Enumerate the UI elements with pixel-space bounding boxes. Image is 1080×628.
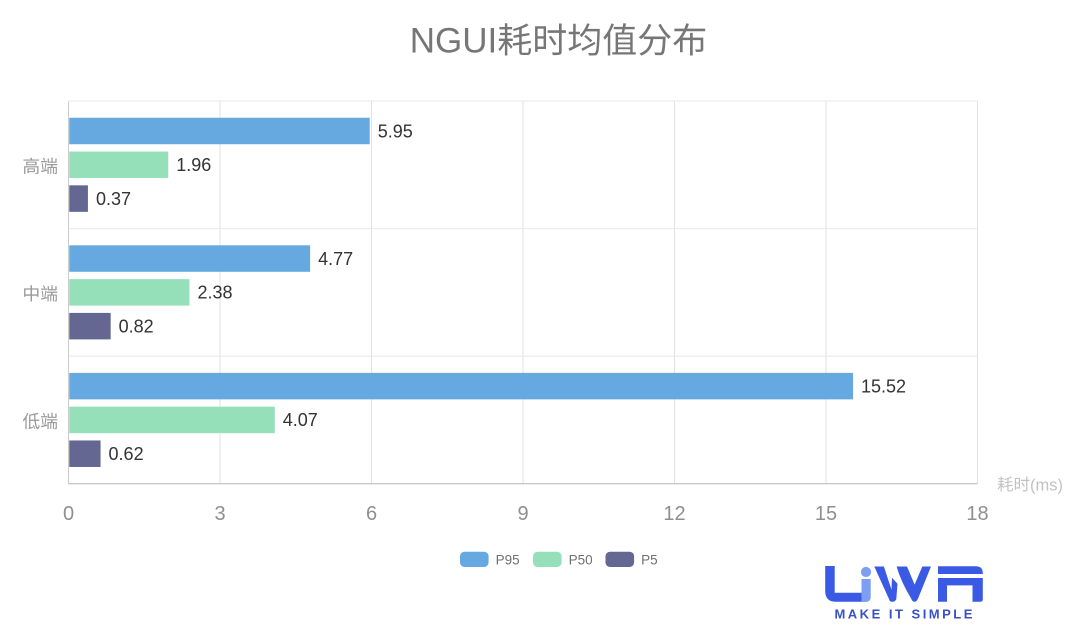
- svg-text:P5: P5: [641, 552, 658, 567]
- svg-text:MAKE IT SIMPLE: MAKE IT SIMPLE: [834, 607, 974, 622]
- svg-text:0.62: 0.62: [109, 444, 144, 464]
- svg-text:15.52: 15.52: [861, 376, 906, 396]
- svg-text:6: 6: [366, 503, 377, 525]
- svg-text:18: 18: [966, 503, 988, 525]
- svg-text:0.82: 0.82: [119, 316, 154, 336]
- svg-text:3: 3: [214, 503, 225, 525]
- svg-text:NGUI: NGUI: [410, 22, 498, 61]
- svg-text:15: 15: [815, 503, 837, 525]
- svg-text:9: 9: [517, 503, 528, 525]
- svg-text:P50: P50: [569, 552, 593, 567]
- svg-text:0: 0: [63, 503, 74, 525]
- svg-text:4.77: 4.77: [318, 249, 353, 269]
- svg-text:4.07: 4.07: [283, 410, 318, 430]
- svg-text:12: 12: [663, 503, 685, 525]
- svg-text:P95: P95: [496, 552, 520, 567]
- svg-text:1.96: 1.96: [176, 155, 211, 175]
- svg-text:5.95: 5.95: [378, 121, 413, 141]
- svg-text:0.37: 0.37: [96, 189, 131, 209]
- svg-text:2.38: 2.38: [197, 283, 232, 303]
- svg-text:(ms): (ms): [1030, 476, 1063, 494]
